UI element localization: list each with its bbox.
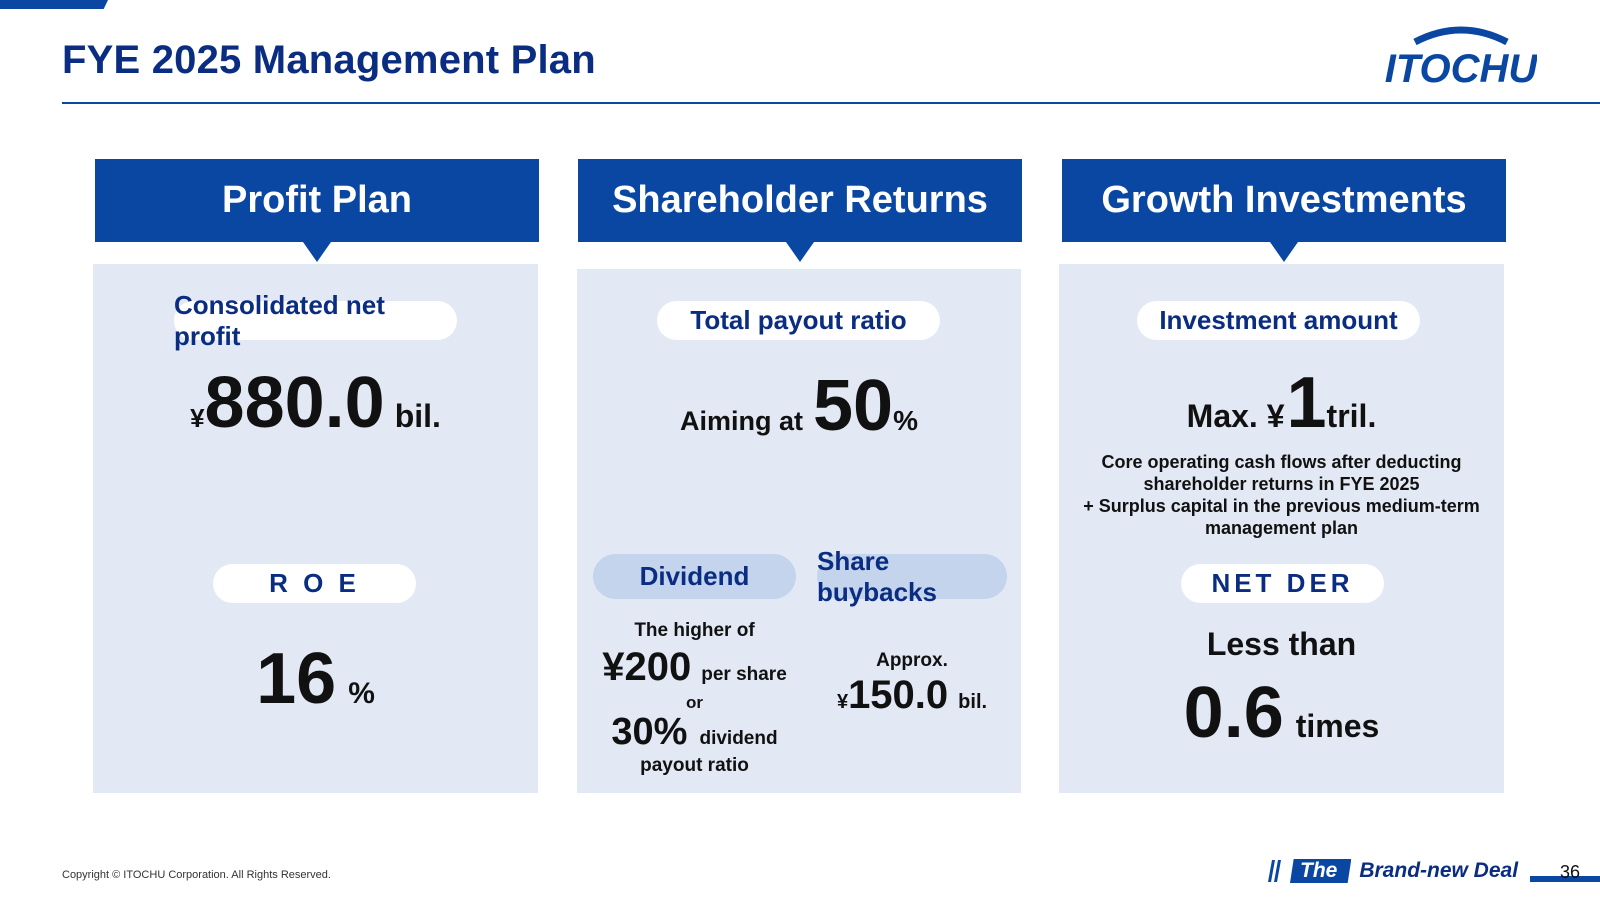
payout-ratio-figure: Aiming at 50 %	[577, 365, 1021, 447]
investment-note-line3: + Surplus capital in the previous medium…	[1083, 496, 1480, 516]
investment-value: 1	[1286, 363, 1327, 443]
profit-plan-header: Profit Plan	[95, 159, 539, 262]
header-pointer	[786, 242, 814, 262]
dividend-ratio: 30%	[611, 711, 688, 753]
net-der-figure: 0.6 times	[1059, 672, 1504, 754]
net-profit-unit: bil.	[394, 398, 441, 434]
header-pointer	[303, 242, 331, 262]
brand-tagline: The Brand-new Deal	[1268, 859, 1518, 883]
net-der-value: 0.6	[1183, 673, 1284, 753]
dividend-amount-suffix: per share	[701, 664, 787, 685]
buybacks-value: 150.0	[848, 673, 949, 717]
tagline-text: Brand-new Deal	[1359, 859, 1519, 882]
dividend-ratio-line: 30% dividend	[593, 711, 796, 754]
growth-investments-header: Growth Investments	[1062, 159, 1506, 262]
shareholder-returns-title: Shareholder Returns	[612, 179, 988, 221]
payout-value: 50	[813, 366, 894, 446]
net-der-unit: times	[1295, 708, 1380, 744]
investment-amount-label: Investment amount	[1137, 301, 1420, 340]
dividend-ratio-suffix2: payout ratio	[640, 755, 749, 776]
page-title: FYE 2025 Management Plan	[62, 38, 596, 82]
investment-unit: tril.	[1326, 398, 1377, 434]
page-number: 36	[1560, 862, 1581, 882]
header-pointer	[1270, 242, 1298, 262]
logo-wordmark: ITOCHU	[1385, 47, 1537, 91]
growth-investments-title: Growth Investments	[1101, 179, 1467, 221]
shareholder-returns-panel	[577, 269, 1021, 793]
title-divider	[62, 102, 1600, 104]
net-der-prefix: Less than	[1206, 626, 1357, 662]
investment-prefix: Max. ¥	[1186, 398, 1285, 434]
roe-label: R O E	[213, 564, 416, 603]
growth-investments-panel	[1059, 264, 1504, 793]
roe-value: 16	[256, 639, 337, 719]
dividend-ratio-suffix: dividend	[699, 728, 778, 749]
payout-ratio-label: Total payout ratio	[657, 301, 940, 340]
dividend-line1: The higher of	[634, 620, 755, 641]
tagline-prefix: The	[1290, 859, 1352, 883]
net-profit-currency: ¥	[190, 403, 205, 433]
top-accent-bar	[0, 0, 108, 9]
payout-unit: %	[893, 405, 918, 436]
investment-note: Core operating cash flows after deductin…	[1059, 451, 1504, 539]
net-profit-value: 880.0	[204, 363, 385, 443]
shareholder-returns-header: Shareholder Returns	[578, 159, 1022, 262]
investment-note-line2: shareholder returns in FYE 2025	[1143, 474, 1420, 494]
bottom-accent-bar	[1530, 876, 1600, 882]
dividend-or: or	[686, 693, 703, 712]
payout-prefix: Aiming at	[679, 406, 803, 436]
share-buybacks-label: Share buybacks	[817, 546, 1007, 607]
buybacks-figure: ¥ 150.0 bil.	[817, 673, 1007, 718]
net-profit-label: Consolidated net profit	[174, 290, 457, 351]
roe-unit: %	[348, 677, 375, 710]
investment-figure: Max. ¥ 1 tril.	[1059, 362, 1504, 444]
tagline-bars-icon	[1268, 860, 1281, 882]
dividend-amount-line: ¥200 per share	[593, 645, 796, 690]
profit-plan-panel	[93, 264, 538, 793]
itochu-logo: ITOCHU	[1385, 26, 1537, 91]
buybacks-currency: ¥	[836, 691, 849, 713]
profit-plan-title: Profit Plan	[221, 179, 413, 221]
dividend-label: Dividend	[593, 554, 796, 599]
net-profit-figure: ¥ 880.0 bil.	[93, 362, 538, 444]
dividend-amount: ¥200	[602, 645, 692, 689]
investment-note-line4: management plan	[1204, 518, 1359, 538]
buybacks-unit: bil.	[958, 691, 988, 713]
copyright-notice: Copyright © ITOCHU Corporation. All Righ…	[62, 869, 331, 881]
buybacks-approx: Approx.	[876, 650, 948, 671]
roe-figure: 16 %	[93, 638, 538, 720]
net-der-label: NET DER	[1181, 564, 1384, 603]
investment-note-line1: Core operating cash flows after deductin…	[1101, 452, 1462, 472]
